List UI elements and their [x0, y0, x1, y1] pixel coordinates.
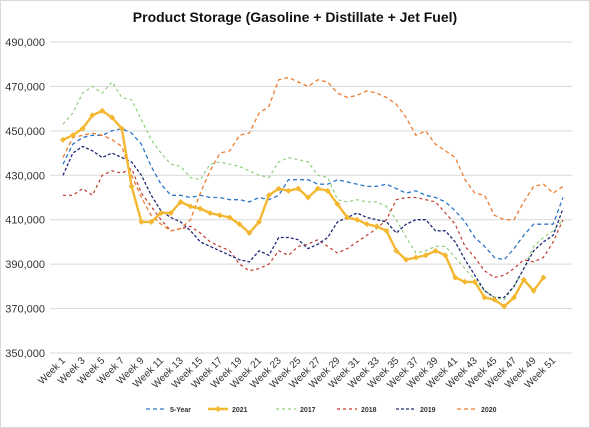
data-point	[148, 218, 155, 225]
data-point	[89, 112, 96, 119]
data-point	[481, 294, 488, 301]
data-point	[295, 185, 302, 192]
data-point	[383, 227, 390, 234]
data-point	[226, 214, 233, 221]
data-point	[109, 114, 116, 121]
legend-label: 2020	[481, 407, 497, 414]
y-axis-ticks: 350,000 370,000 390,000 410,000 430,000 450,0…	[5, 37, 45, 360]
legend-label: 2021	[232, 407, 248, 414]
data-point	[373, 223, 380, 230]
series-line-5-year	[62, 127, 564, 261]
data-point	[432, 247, 439, 254]
legend: 5-Year 2021 2017 2018 2019 2020	[146, 406, 497, 414]
data-point	[285, 187, 292, 194]
data-point	[275, 185, 282, 192]
data-point	[197, 205, 204, 212]
data-point	[236, 221, 243, 228]
data-point	[60, 136, 66, 143]
data-point	[403, 256, 410, 263]
data-point	[501, 303, 508, 310]
data-point	[207, 210, 214, 217]
data-point	[256, 218, 263, 225]
legend-label: 5-Year	[170, 407, 191, 414]
data-point	[471, 278, 478, 285]
y-tick-label: 390,000	[5, 259, 45, 271]
data-point	[79, 125, 86, 132]
series-line-2017	[62, 81, 564, 301]
series-lines	[60, 76, 564, 310]
data-point	[363, 221, 370, 228]
y-tick-label: 350,000	[5, 348, 45, 360]
data-point	[187, 203, 194, 210]
y-tick-label: 410,000	[5, 215, 45, 227]
data-point	[422, 252, 429, 259]
data-point	[216, 212, 223, 219]
series-line-2021	[62, 109, 545, 308]
data-point	[69, 132, 76, 139]
data-point	[510, 294, 517, 301]
data-point	[344, 214, 351, 221]
chart-title: Product Storage (Gasoline + Distillate +…	[132, 9, 458, 25]
legend-label: 2019	[420, 407, 436, 414]
data-point	[128, 183, 135, 190]
legend-marker	[215, 406, 221, 412]
y-tick-label: 450,000	[5, 126, 45, 138]
data-point	[530, 287, 537, 294]
grid-lines	[50, 41, 572, 354]
data-point	[452, 274, 459, 281]
legend-label: 2017	[300, 407, 316, 414]
data-point	[354, 216, 361, 223]
data-point	[442, 252, 449, 259]
y-tick-label: 470,000	[5, 81, 45, 93]
data-point	[167, 210, 174, 217]
series-line-2020	[62, 76, 564, 232]
data-point	[246, 230, 253, 237]
data-point	[540, 274, 547, 281]
y-tick-label: 430,000	[5, 170, 45, 182]
data-point	[265, 192, 272, 199]
data-point	[118, 125, 125, 132]
series-line-2019	[62, 145, 564, 299]
data-point	[334, 201, 341, 208]
series-line-2018	[63, 168, 564, 279]
data-point	[99, 107, 106, 114]
data-point	[393, 247, 400, 254]
data-point	[158, 210, 165, 217]
data-point	[177, 198, 184, 205]
data-point	[520, 276, 527, 283]
data-point	[461, 278, 468, 285]
data-point	[314, 185, 321, 192]
data-point	[491, 296, 498, 303]
data-point	[412, 254, 419, 261]
data-point	[138, 218, 145, 225]
data-point	[305, 194, 312, 201]
legend-label: 2018	[361, 407, 377, 414]
y-tick-label: 490,000	[5, 37, 45, 49]
y-tick-label: 370,000	[5, 304, 45, 316]
data-point	[324, 187, 331, 194]
